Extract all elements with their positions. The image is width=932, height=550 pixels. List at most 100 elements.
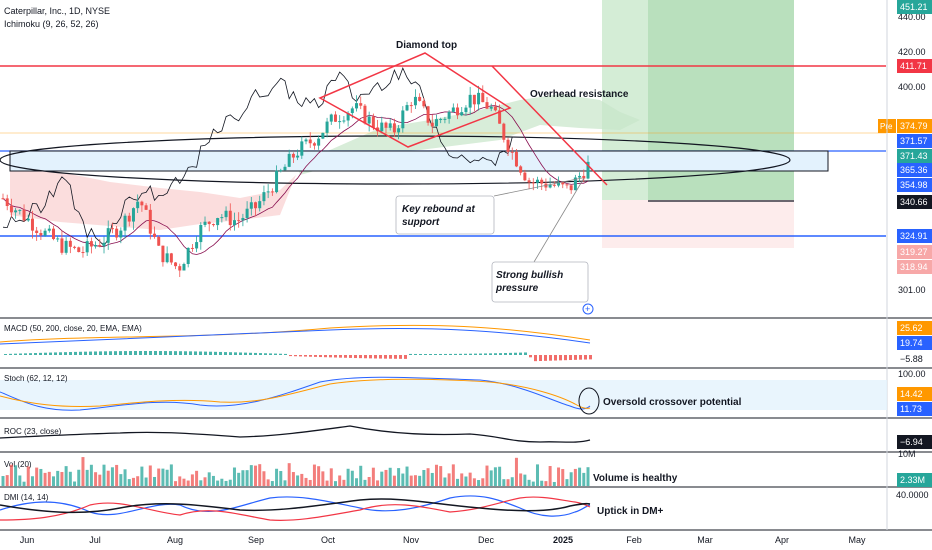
macd-bar xyxy=(424,353,427,355)
candle-body xyxy=(178,266,182,271)
volume-bar xyxy=(245,470,249,486)
candle-body xyxy=(569,185,573,191)
macd-bar xyxy=(364,355,367,359)
volume-bar xyxy=(228,479,232,486)
volume-bar xyxy=(254,465,258,486)
volume-bar xyxy=(376,480,380,486)
macd-bar xyxy=(354,355,357,359)
add-icon-glyph: + xyxy=(585,304,590,314)
volume-bar xyxy=(544,481,548,486)
candle-body xyxy=(557,182,561,186)
volume-bar xyxy=(350,470,354,486)
macd-bar xyxy=(534,355,537,362)
candle-body xyxy=(405,105,409,111)
price-tag xyxy=(897,245,932,259)
volume-bar xyxy=(405,466,409,486)
callout-key-rebound: Key rebound at support xyxy=(395,177,583,235)
candle-body xyxy=(228,210,232,226)
callout-text-2: support xyxy=(402,217,440,228)
macd-bar xyxy=(519,352,522,355)
volume-bar xyxy=(422,469,426,486)
candle-body xyxy=(430,122,434,127)
stoch-pane: Stoch (62, 12, 12) Oversold crossover po… xyxy=(0,369,926,415)
pane-tag xyxy=(897,336,932,350)
loss-zone xyxy=(602,200,794,248)
macd-bar xyxy=(79,351,82,355)
volume-bar xyxy=(413,475,417,486)
candle-body xyxy=(519,166,523,173)
macd-bar xyxy=(379,355,382,359)
macd-bar xyxy=(189,351,192,355)
uptick-dm-label: Uptick in DM+ xyxy=(597,506,664,517)
macd-bar xyxy=(494,353,497,355)
price-tag xyxy=(897,59,932,73)
macd-bar xyxy=(569,355,572,361)
volume-bar xyxy=(60,471,64,486)
volume-healthy-label: Volume is healthy xyxy=(593,473,678,484)
volume-bar xyxy=(199,480,203,486)
candle-body xyxy=(148,209,152,234)
volume-bar xyxy=(140,466,144,486)
volume-bar xyxy=(573,468,577,486)
macd-bar xyxy=(559,355,562,361)
pane-tag-text: 11.73 xyxy=(900,404,922,414)
volume-bar xyxy=(409,475,413,486)
cloud-green xyxy=(296,94,640,175)
volume-bars xyxy=(1,457,590,486)
price-tag xyxy=(897,229,932,243)
candle-body xyxy=(165,253,169,263)
macd-bar xyxy=(184,351,187,355)
candle-body xyxy=(258,201,262,209)
candle-body xyxy=(548,184,552,188)
candle-body xyxy=(77,247,81,253)
macd-bar xyxy=(164,351,167,355)
macd-bar xyxy=(259,353,262,355)
volume-bar xyxy=(519,473,523,486)
macd-bar xyxy=(509,352,512,355)
candle-body xyxy=(426,106,430,123)
macd-bar xyxy=(304,355,307,357)
volume-bar xyxy=(338,475,342,486)
volume-bar xyxy=(262,471,266,486)
macd-bar xyxy=(69,352,72,355)
volume-bar xyxy=(270,481,274,486)
candle-body xyxy=(123,215,127,231)
diamond-top-label: Diamond top xyxy=(396,40,457,51)
callout-arrow xyxy=(493,177,583,197)
macd-bar xyxy=(344,355,347,358)
macd-bar xyxy=(434,353,437,355)
candle-body xyxy=(418,96,422,101)
macd-bar xyxy=(239,352,242,355)
macd-bar xyxy=(474,353,477,355)
price-tag xyxy=(897,134,932,148)
x-axis-label: 2025 xyxy=(553,535,573,545)
candle-body xyxy=(371,116,375,128)
price-tag-text: 371.57 xyxy=(900,136,928,146)
volume-bar xyxy=(131,477,135,486)
add-icon[interactable] xyxy=(582,303,594,315)
volume-bar xyxy=(85,469,89,486)
candle-body xyxy=(26,218,30,221)
candle-body xyxy=(582,175,586,179)
volume-bar xyxy=(136,476,140,486)
candle-body xyxy=(397,128,401,133)
volume-bar xyxy=(384,469,388,486)
macd-bar xyxy=(454,353,457,355)
volume-bar xyxy=(418,475,422,486)
candle-body xyxy=(73,246,77,248)
volume-bar xyxy=(52,476,56,486)
candle-body xyxy=(85,241,89,253)
macd-bar xyxy=(459,353,462,355)
diamond-pattern xyxy=(318,52,608,186)
macd-bar xyxy=(144,351,147,355)
x-axis-label: Jun xyxy=(20,535,35,545)
macd-bar xyxy=(219,351,222,355)
macd-bar xyxy=(84,351,87,355)
volume-pane: Vol (20) Volume is healthy xyxy=(1,457,678,486)
candle-body xyxy=(523,172,527,181)
candle-body xyxy=(485,102,489,109)
pane-tag xyxy=(897,473,932,487)
price-tick: 420.00 xyxy=(898,47,926,57)
volume-bar xyxy=(447,473,451,486)
